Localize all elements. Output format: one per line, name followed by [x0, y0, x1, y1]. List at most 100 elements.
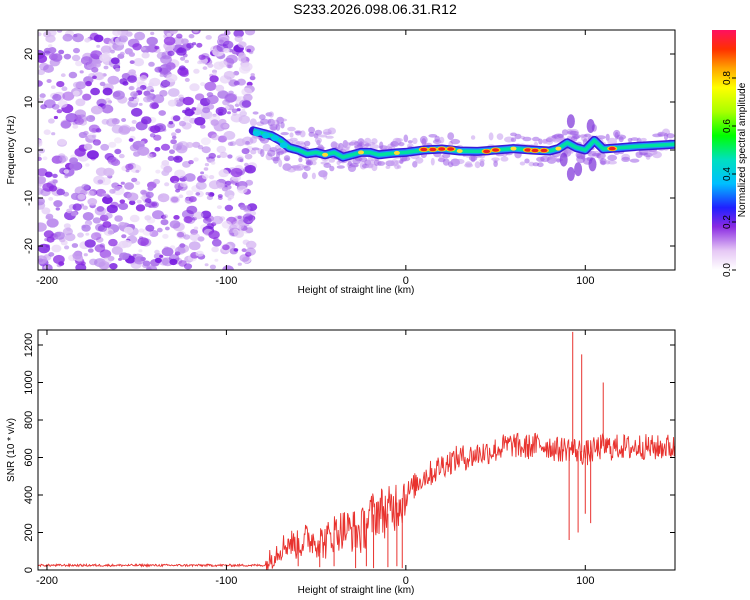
- noise-cell: [134, 31, 146, 41]
- ridge-warm-cell: [456, 149, 463, 153]
- noise-cell: [38, 139, 43, 145]
- colorbar-gradient: [712, 30, 736, 270]
- noise-cell: [216, 145, 227, 154]
- spectrogram-xlabel: Height of straight line (km): [298, 285, 415, 296]
- noise-cell: [184, 77, 190, 82]
- noise-cell: [48, 252, 55, 257]
- noise-cell: [59, 155, 68, 163]
- ridge-halo: [439, 136, 445, 144]
- snr-ytick-label: 800: [23, 411, 35, 429]
- noise-cell: [200, 124, 206, 129]
- noise-cell: [160, 143, 171, 151]
- noise-cell: [154, 257, 162, 264]
- noise-cell: [61, 86, 68, 91]
- noise-cell: [57, 138, 67, 146]
- noise-cell: [78, 131, 87, 139]
- noise-cell: [155, 169, 161, 174]
- noise-cell: [179, 69, 189, 77]
- ridge-warm-cell: [322, 152, 329, 157]
- noise-cell: [38, 97, 45, 103]
- noise-cell: [237, 185, 248, 194]
- noise-cell: [53, 115, 59, 120]
- noise-cell: [73, 47, 80, 54]
- noise-cell: [149, 133, 156, 138]
- noise-cell: [96, 206, 105, 212]
- noise-cell: [44, 50, 51, 56]
- noise-cell: [119, 199, 126, 204]
- noise-cell: [101, 193, 106, 197]
- noise-cell: [107, 230, 114, 235]
- spectrogram-xtick-label: 100: [576, 275, 594, 287]
- noise-cell: [168, 120, 174, 125]
- spectrogram-ylabel: Frequency (Hz): [6, 116, 17, 185]
- noise-cell: [209, 75, 219, 83]
- noise-cell: [192, 141, 201, 148]
- ridge-halo: [500, 156, 509, 162]
- ridge-halo: [533, 141, 539, 147]
- noise-cell: [141, 116, 152, 125]
- noise-cell: [53, 200, 63, 208]
- noise-cell: [185, 142, 194, 148]
- noise-cell: [244, 164, 256, 174]
- noise-cell: [146, 36, 158, 46]
- noise-cell: [112, 30, 122, 37]
- noise-cell: [214, 258, 219, 262]
- noise-cell: [46, 218, 59, 228]
- noise-cell: [56, 81, 65, 88]
- noise-cell: [181, 38, 189, 45]
- noise-cell: [38, 156, 42, 161]
- noise-cell: [214, 46, 223, 53]
- ridge-halo: [572, 133, 581, 139]
- noise-cell: [109, 263, 118, 270]
- noise-cell: [215, 106, 227, 116]
- noise-cell: [221, 186, 229, 192]
- noise-cell: [128, 52, 135, 57]
- noise-cell: [205, 191, 211, 196]
- noise-cell: [72, 203, 82, 211]
- noise-cell: [55, 207, 60, 211]
- snr-frame: [37, 329, 676, 571]
- noise-cell: [114, 67, 121, 72]
- ridge-halo: [510, 137, 517, 142]
- noise-cell: [175, 246, 186, 255]
- ridge-halo: [666, 133, 675, 139]
- noise-cell: [212, 215, 224, 225]
- noise-cell: [156, 227, 163, 233]
- noise-cell: [239, 65, 251, 74]
- noise-cell: [211, 246, 219, 253]
- noise-cell: [138, 228, 145, 233]
- noise-cell: [221, 220, 232, 229]
- noise-cell: [128, 86, 134, 91]
- noise-cell: [178, 142, 183, 146]
- noise-cell: [87, 248, 94, 253]
- noise-cell: [103, 65, 109, 70]
- noise-cell: [226, 54, 238, 64]
- noise-cell: [175, 128, 182, 134]
- colorbar: 0.0 0.2 0.4 0.6 0.8 Normalized spectral ampl…: [712, 30, 748, 277]
- noise-cell: [242, 213, 254, 222]
- noise-cell: [201, 146, 211, 154]
- noise-cell: [136, 199, 142, 204]
- noise-cell: [106, 118, 117, 127]
- ridge-halo: [470, 155, 476, 163]
- noise-cell: [138, 249, 143, 253]
- ridge-halo: [556, 158, 561, 163]
- noise-cell: [190, 228, 199, 235]
- ridge-cyan-cell: [279, 142, 288, 149]
- noise-cell: [68, 71, 78, 79]
- snr-series: [38, 331, 675, 570]
- noise-cell: [91, 134, 96, 138]
- ridge-halo: [311, 160, 317, 166]
- noise-cell: [70, 211, 78, 217]
- noise-cell: [131, 107, 143, 117]
- spectrogram-ytick-label: 0: [23, 147, 35, 153]
- ridge-warm-cell: [555, 146, 562, 151]
- noise-cell: [85, 80, 92, 87]
- noise-cell: [101, 104, 114, 114]
- noise-cell: [140, 196, 145, 200]
- ridge-cyan-cell: [252, 130, 261, 137]
- noise-cell: [79, 119, 87, 126]
- noise-cell: [234, 35, 243, 43]
- noise-cell: [200, 171, 205, 175]
